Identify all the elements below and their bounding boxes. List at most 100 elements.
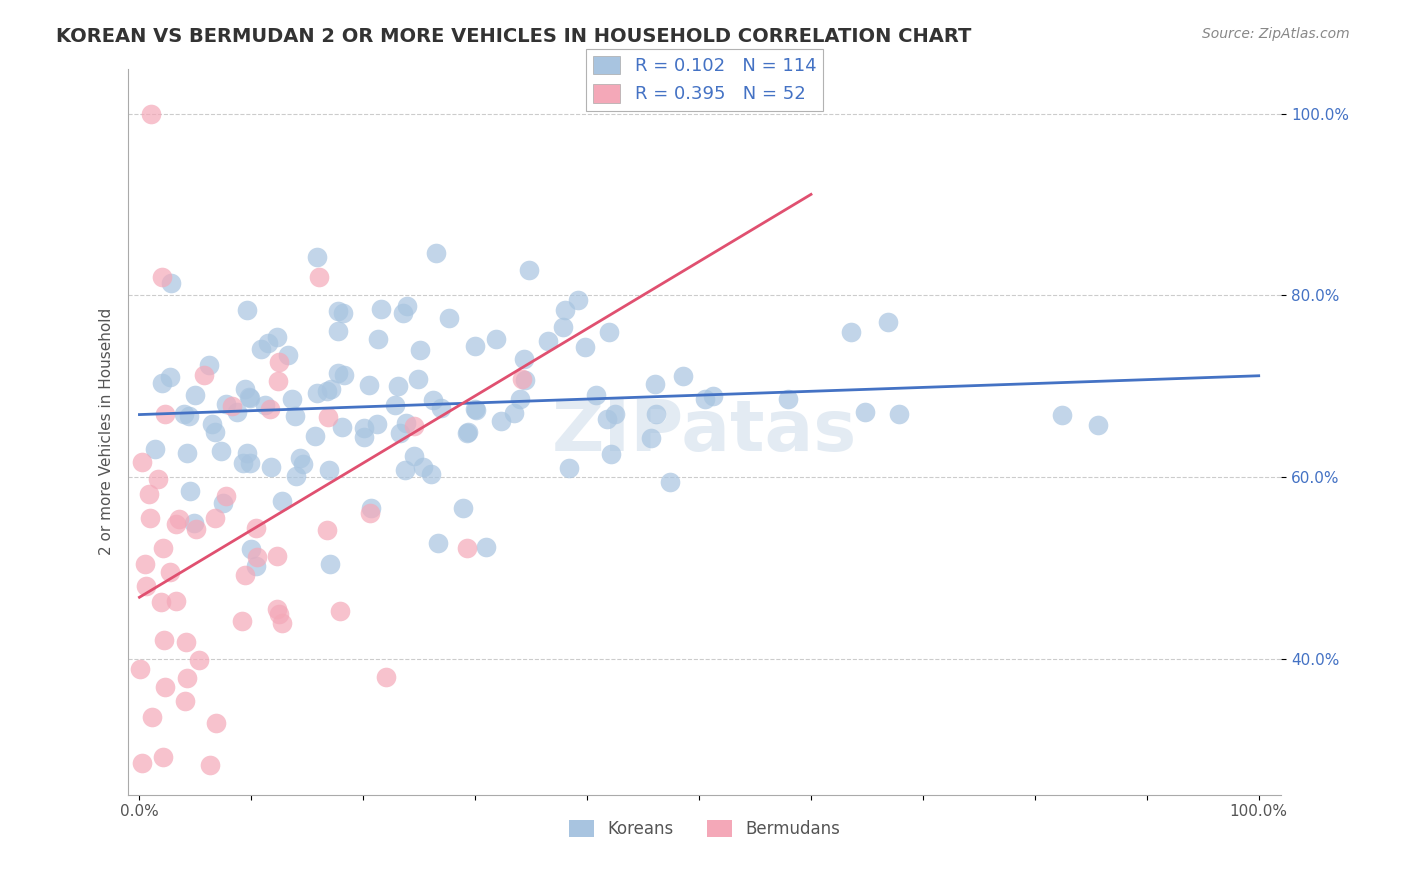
Point: [425, 245, 447, 260]
Point: [453, 501, 475, 516]
Point: [198, 757, 221, 772]
Point: [165, 516, 187, 531]
Point: [149, 595, 172, 609]
Point: [889, 407, 911, 421]
Point: [176, 635, 198, 649]
Point: [426, 536, 449, 550]
Point: [395, 299, 418, 313]
Point: [513, 373, 536, 387]
Point: [165, 594, 187, 608]
Point: [176, 671, 198, 685]
Point: [553, 320, 575, 334]
Point: [367, 332, 389, 346]
Point: [537, 334, 560, 349]
Point: [226, 405, 249, 419]
Point: [409, 343, 432, 358]
Point: [198, 358, 221, 372]
Point: [292, 458, 315, 472]
Point: [316, 410, 339, 425]
Point: [509, 392, 531, 406]
Point: [517, 263, 540, 277]
Point: [598, 325, 620, 339]
Point: [640, 431, 662, 445]
Point: [558, 461, 581, 475]
Point: [193, 368, 215, 383]
Point: [138, 511, 160, 525]
Point: [457, 425, 479, 440]
Point: [177, 409, 200, 424]
Point: [778, 392, 800, 406]
Point: [332, 305, 354, 319]
Point: [152, 750, 174, 764]
Point: [307, 385, 329, 400]
Point: [596, 412, 619, 426]
Point: [167, 511, 190, 525]
Point: [184, 388, 207, 402]
Point: [603, 407, 626, 421]
Point: [246, 550, 269, 565]
Point: [456, 541, 478, 556]
Point: [877, 315, 900, 329]
Point: [146, 472, 169, 486]
Point: [212, 496, 235, 510]
Point: [644, 377, 666, 392]
Point: [464, 403, 486, 417]
Point: [420, 467, 443, 481]
Point: [233, 383, 256, 397]
Point: [245, 521, 267, 535]
Point: [392, 306, 415, 320]
Point: [328, 324, 350, 338]
Point: [464, 339, 486, 353]
Point: [253, 398, 276, 412]
Point: [173, 694, 195, 708]
Point: [176, 446, 198, 460]
Point: [141, 710, 163, 724]
Point: [315, 523, 337, 537]
Point: [353, 430, 375, 444]
Point: [239, 391, 262, 405]
Point: [135, 579, 157, 593]
Point: [134, 558, 156, 572]
Point: [138, 487, 160, 501]
Point: [288, 451, 311, 466]
Point: [152, 633, 174, 648]
Y-axis label: 2 or more Vehicles in Household: 2 or more Vehicles in Household: [100, 308, 114, 555]
Point: [204, 510, 226, 524]
Point: [150, 270, 173, 285]
Point: [259, 402, 281, 417]
Point: [159, 565, 181, 579]
Point: [1052, 408, 1074, 422]
Point: [333, 368, 356, 382]
Legend: Koreans, Bermudans: Koreans, Bermudans: [562, 813, 846, 845]
Point: [366, 417, 388, 432]
Point: [267, 374, 290, 388]
Point: [159, 370, 181, 384]
Point: [437, 311, 460, 326]
Point: [256, 335, 278, 350]
Point: [266, 602, 288, 616]
Point: [370, 301, 392, 316]
Point: [233, 568, 256, 582]
Point: [658, 475, 681, 489]
Point: [430, 401, 453, 416]
Point: [513, 351, 536, 366]
Point: [388, 426, 411, 441]
Point: [150, 376, 173, 391]
Point: [267, 607, 290, 622]
Point: [412, 459, 434, 474]
Point: [464, 402, 486, 417]
Point: [384, 399, 406, 413]
Text: ZIPatas: ZIPatas: [553, 397, 858, 467]
Point: [188, 653, 211, 667]
Point: [600, 447, 623, 461]
Point: [215, 397, 238, 411]
Point: [129, 662, 152, 676]
Point: [554, 303, 576, 318]
Point: [152, 541, 174, 555]
Point: [139, 107, 162, 121]
Point: [406, 372, 429, 386]
Point: [267, 355, 290, 369]
Point: [131, 455, 153, 469]
Point: [240, 541, 263, 556]
Point: [281, 392, 304, 406]
